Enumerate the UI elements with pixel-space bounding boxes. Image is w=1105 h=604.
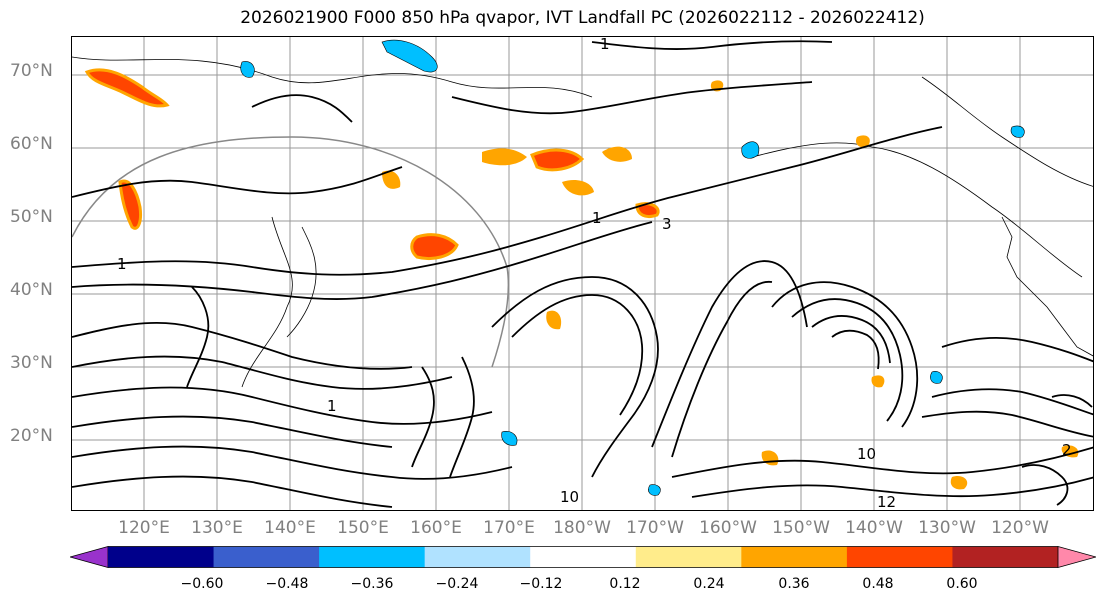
lon-label-130w: 130°W xyxy=(918,518,976,538)
lon-label-150w: 150°W xyxy=(772,518,830,538)
contour-label: 12 xyxy=(877,493,896,511)
colorbar-segment xyxy=(846,546,953,568)
colorbar-segment xyxy=(741,546,848,568)
contour-label: 2 xyxy=(1062,441,1072,459)
contour-label: 3 xyxy=(662,215,672,233)
lon-label-160w: 160°W xyxy=(699,518,757,538)
negative-anomaly-regions xyxy=(240,39,1025,496)
contour-label: 1 xyxy=(600,37,610,53)
map-canvas: 1 1 1 1 3 10 10 12 2 xyxy=(72,37,1093,511)
colorbar-tick-label: −0.24 xyxy=(435,576,479,592)
reference-circle-arc xyxy=(72,136,510,368)
colorbar-tick-label: −0.48 xyxy=(265,576,309,592)
map-panel[interactable]: 1 1 1 1 3 10 10 12 2 xyxy=(71,36,1094,511)
colorbar-segment xyxy=(108,546,215,568)
colorbar-segment xyxy=(424,546,531,568)
lon-label-150e: 150°E xyxy=(337,518,389,538)
lon-label-120e: 120°E xyxy=(118,518,170,538)
colorbar-extend-min xyxy=(70,546,109,568)
graticule xyxy=(72,37,1093,510)
colorbar-tick-label: −0.12 xyxy=(519,576,563,592)
colorbar-segment xyxy=(530,546,637,568)
lon-label-180w: 180°W xyxy=(553,518,611,538)
colorbar-tick-label: 0.60 xyxy=(946,576,978,592)
lon-label-120w: 120°W xyxy=(991,518,1049,538)
contour-label: 1 xyxy=(592,209,602,227)
contour-label: 10 xyxy=(560,488,579,506)
contour-label: 1 xyxy=(117,255,127,273)
coastlines xyxy=(72,56,1093,388)
lon-label-130e: 130°E xyxy=(191,518,243,538)
colorbar-tick-label: 0.36 xyxy=(778,576,810,592)
lat-label-40: 40°N xyxy=(10,280,53,300)
colorbar-segment xyxy=(213,546,320,568)
colorbar-tick-label: −0.60 xyxy=(180,576,224,592)
positive-anomaly-regions xyxy=(84,68,1079,490)
lon-label-140e: 140°E xyxy=(264,518,316,538)
lon-label-170e: 170°E xyxy=(483,518,535,538)
lon-label-170w: 170°W xyxy=(626,518,684,538)
colorbar-tick-label: −0.36 xyxy=(350,576,394,592)
colorbar xyxy=(70,546,1096,568)
lat-label-20: 20°N xyxy=(10,426,53,446)
lon-label-140w: 140°W xyxy=(845,518,903,538)
colorbar-segment xyxy=(319,546,426,568)
lat-label-30: 30°N xyxy=(10,353,53,373)
colorbar-tick-label: 0.24 xyxy=(693,576,725,592)
contour-label: 10 xyxy=(857,445,876,463)
colorbar-segment xyxy=(635,546,742,568)
lat-label-70: 70°N xyxy=(10,61,53,81)
colorbar-segment xyxy=(952,546,1059,568)
lat-label-50: 50°N xyxy=(10,207,53,227)
map-title: 2026021900 F000 850 hPa qvapor, IVT Land… xyxy=(240,8,925,28)
colorbar-tick-label: 0.48 xyxy=(862,576,894,592)
lon-label-160e: 160°E xyxy=(410,518,462,538)
contour-lines xyxy=(72,40,1093,508)
colorbar-extend-max xyxy=(1057,546,1096,568)
colorbar-tick-label: 0.12 xyxy=(609,576,641,592)
lat-label-60: 60°N xyxy=(10,134,53,154)
contour-label: 1 xyxy=(327,397,337,415)
